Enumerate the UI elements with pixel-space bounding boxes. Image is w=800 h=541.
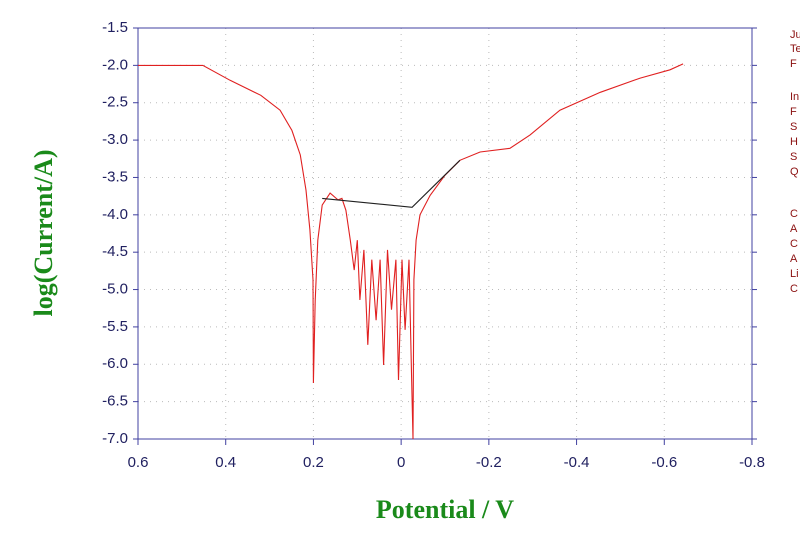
y-tick-label: -3.5 [102, 168, 128, 185]
side-text: S [790, 121, 797, 133]
side-text: Q [790, 166, 799, 178]
side-text: Li [790, 268, 799, 280]
x-tick-label: -0.8 [739, 454, 765, 471]
x-tick-label: 0.2 [303, 454, 324, 471]
y-tick-label: -1.5 [102, 19, 128, 36]
side-text: Ju [790, 29, 800, 41]
side-text: A [790, 223, 798, 235]
x-axis-label: Potential / V [376, 495, 514, 524]
side-text: F [790, 58, 797, 70]
y-tick-label: -3.0 [102, 131, 128, 148]
y-tick-label: -4.0 [102, 206, 128, 223]
side-text: C [790, 208, 798, 220]
data-line [138, 63, 684, 440]
x-tick-label: 0.6 [128, 454, 149, 471]
side-text: A [790, 253, 798, 265]
y-tick-label: -4.5 [102, 243, 128, 260]
y-tick-label: -2.0 [102, 56, 128, 73]
side-text: C [790, 238, 798, 250]
side-text: S [790, 151, 797, 163]
y-tick-label: -2.5 [102, 94, 128, 111]
y-tick-label: -5.5 [102, 318, 128, 335]
x-tick-label: 0 [397, 454, 405, 471]
y-tick-label: -5.0 [102, 281, 128, 298]
side-text: In [790, 91, 799, 103]
side-text: F [790, 106, 797, 118]
y-tick-label: -7.0 [102, 430, 128, 447]
x-tick-label: 0.4 [215, 454, 236, 471]
side-text: H [790, 136, 798, 148]
x-tick-label: -0.2 [476, 454, 502, 471]
x-tick-label: -0.4 [564, 454, 590, 471]
y-tick-label: -6.0 [102, 355, 128, 372]
y-axis-label: log(Current/A) [29, 149, 58, 316]
x-tick-label: -0.6 [651, 454, 677, 471]
side-text: Te [790, 43, 800, 55]
y-tick-label: -6.5 [102, 393, 128, 410]
side-text: C [790, 283, 798, 295]
plot-frame [137, 27, 753, 440]
data-line [322, 159, 461, 208]
